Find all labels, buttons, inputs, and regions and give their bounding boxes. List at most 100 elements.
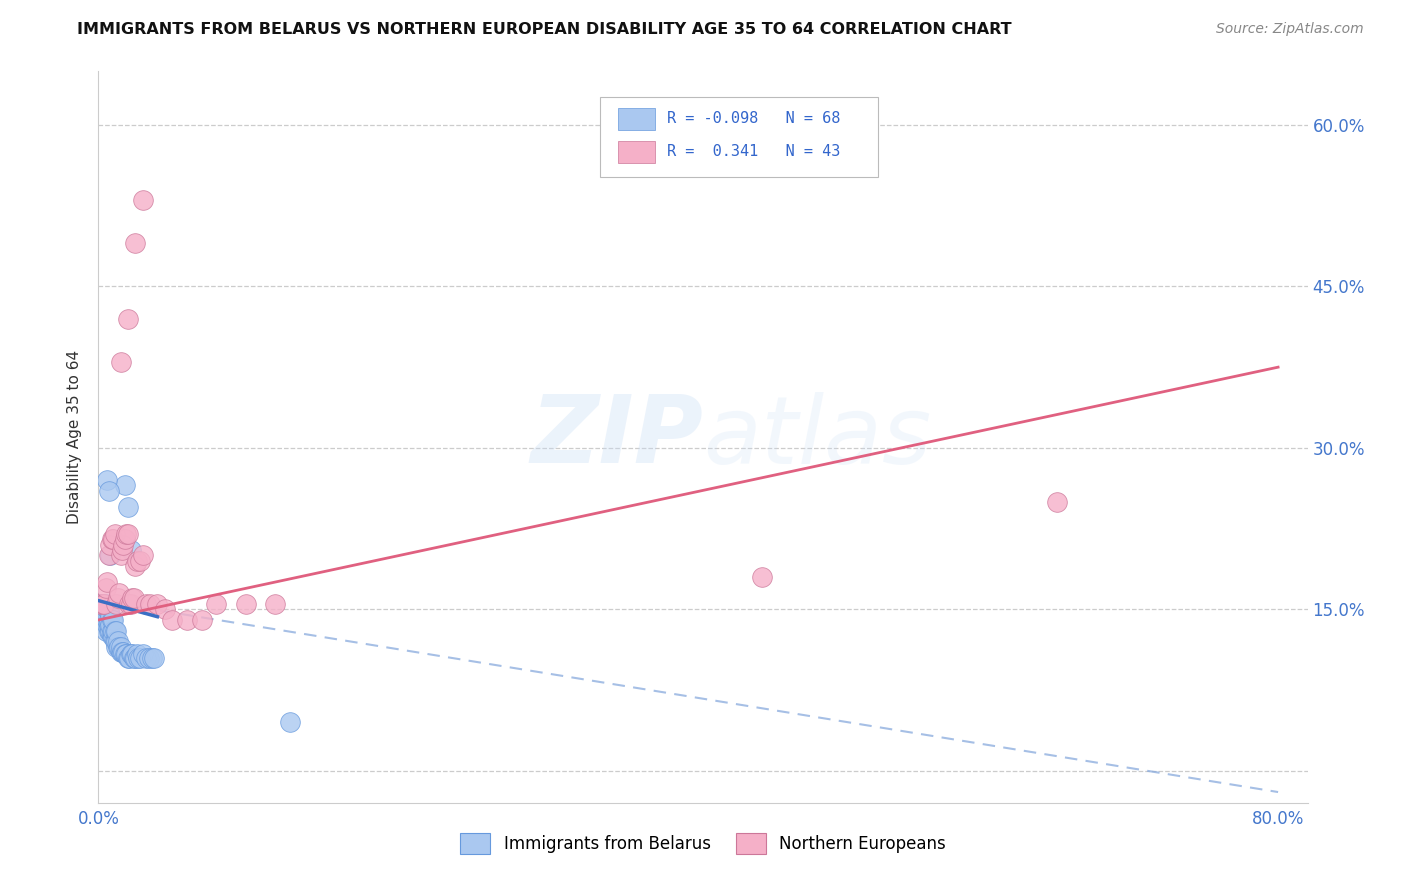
- Point: [91, 602, 114, 616]
- Point: [114, 648, 136, 662]
- Point: [278, 715, 301, 730]
- Point: [122, 591, 145, 606]
- Point: [111, 543, 134, 558]
- Point: [100, 629, 122, 643]
- Point: [97, 549, 120, 563]
- Point: [120, 597, 142, 611]
- Point: [124, 650, 146, 665]
- Point: [190, 613, 212, 627]
- Point: [121, 591, 143, 606]
- Point: [117, 527, 139, 541]
- Point: [97, 624, 120, 638]
- Text: IMMIGRANTS FROM BELARUS VS NORTHERN EUROPEAN DISABILITY AGE 35 TO 64 CORRELATION: IMMIGRANTS FROM BELARUS VS NORTHERN EURO…: [77, 22, 1012, 37]
- Point: [98, 549, 121, 563]
- Point: [91, 597, 114, 611]
- Text: R =  0.341   N = 43: R = 0.341 N = 43: [666, 145, 841, 160]
- Point: [94, 581, 117, 595]
- Point: [100, 624, 122, 638]
- Point: [120, 543, 142, 558]
- Point: [112, 645, 135, 659]
- Point: [105, 640, 128, 654]
- Point: [117, 650, 139, 665]
- Point: [143, 650, 166, 665]
- Point: [96, 613, 118, 627]
- Point: [105, 597, 128, 611]
- Point: [93, 597, 115, 611]
- Point: [176, 613, 198, 627]
- Point: [153, 602, 176, 616]
- Point: [98, 618, 121, 632]
- Point: [97, 618, 120, 632]
- Point: [124, 559, 146, 574]
- Text: ZIP: ZIP: [530, 391, 703, 483]
- Point: [96, 473, 118, 487]
- Point: [100, 613, 122, 627]
- Point: [105, 634, 128, 648]
- Point: [94, 613, 117, 627]
- Point: [104, 634, 127, 648]
- Point: [128, 650, 150, 665]
- Point: [100, 533, 122, 547]
- Point: [98, 624, 121, 638]
- Legend: Immigrants from Belarus, Northern Europeans: Immigrants from Belarus, Northern Europe…: [454, 827, 952, 860]
- Point: [127, 650, 149, 665]
- Point: [117, 311, 139, 326]
- Point: [139, 597, 162, 611]
- Point: [97, 483, 120, 498]
- Point: [120, 648, 142, 662]
- Point: [751, 570, 773, 584]
- Point: [121, 648, 143, 662]
- Point: [94, 607, 117, 622]
- Point: [96, 607, 118, 622]
- Point: [96, 618, 118, 632]
- Point: [117, 500, 139, 514]
- Point: [107, 591, 129, 606]
- Point: [93, 613, 115, 627]
- Point: [108, 586, 131, 600]
- Point: [101, 613, 124, 627]
- Point: [160, 613, 183, 627]
- Point: [131, 549, 153, 563]
- Y-axis label: Disability Age 35 to 64: Disability Age 35 to 64: [67, 350, 83, 524]
- Point: [146, 597, 169, 611]
- Point: [131, 648, 153, 662]
- Point: [107, 634, 129, 648]
- Text: atlas: atlas: [703, 392, 931, 483]
- Point: [110, 355, 132, 369]
- Point: [89, 597, 111, 611]
- Point: [135, 650, 157, 665]
- Point: [135, 597, 157, 611]
- Point: [93, 607, 115, 622]
- Point: [115, 527, 138, 541]
- Point: [264, 597, 287, 611]
- Point: [97, 602, 120, 616]
- Point: [118, 650, 141, 665]
- Point: [96, 575, 118, 590]
- Point: [111, 645, 134, 659]
- Point: [104, 527, 127, 541]
- Point: [110, 640, 132, 654]
- Point: [107, 640, 129, 654]
- Point: [114, 533, 136, 547]
- Point: [90, 597, 112, 611]
- Point: [105, 624, 128, 638]
- Point: [235, 597, 257, 611]
- Point: [205, 597, 228, 611]
- Point: [114, 478, 136, 492]
- Point: [101, 629, 124, 643]
- Point: [125, 648, 148, 662]
- Point: [138, 650, 160, 665]
- Point: [98, 538, 121, 552]
- Point: [108, 640, 131, 654]
- Point: [128, 554, 150, 568]
- Point: [91, 597, 114, 611]
- Point: [115, 648, 138, 662]
- Point: [122, 650, 145, 665]
- Point: [110, 645, 132, 659]
- Point: [101, 624, 124, 638]
- Point: [112, 538, 135, 552]
- Point: [93, 602, 115, 616]
- Point: [97, 613, 120, 627]
- Point: [93, 597, 115, 611]
- Text: Source: ZipAtlas.com: Source: ZipAtlas.com: [1216, 22, 1364, 37]
